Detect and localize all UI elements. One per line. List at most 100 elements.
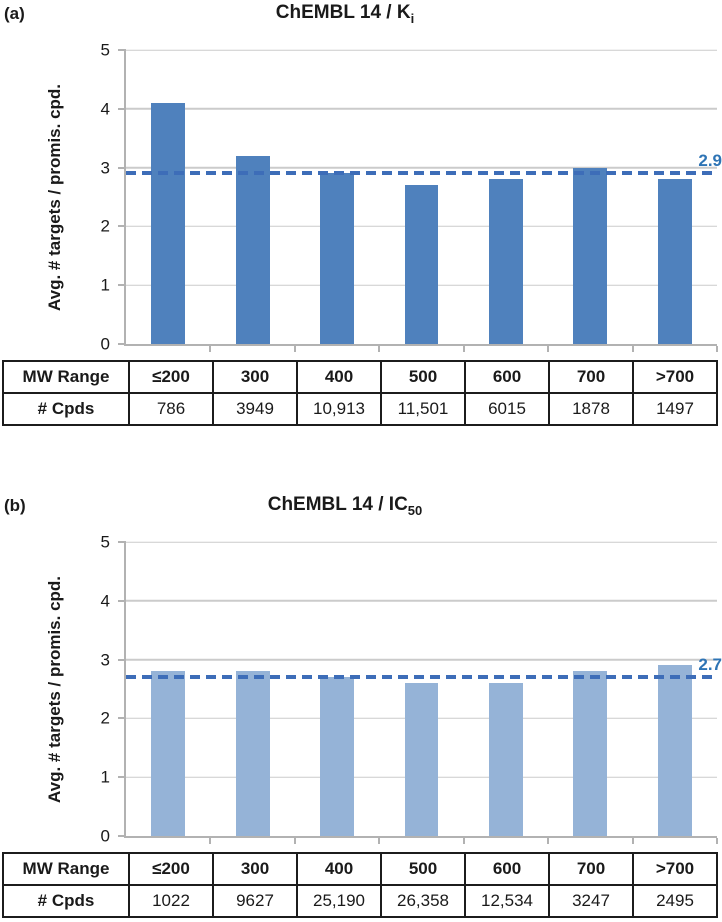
table-cell: 600 bbox=[464, 360, 550, 394]
y-tick-mark bbox=[118, 776, 126, 779]
bar bbox=[573, 167, 608, 344]
table-cell: 2495 bbox=[632, 884, 718, 918]
gridline bbox=[126, 108, 717, 110]
data-table: MW Range ≤200 300 400 500 600 700 >700 # Cpds 102… bbox=[2, 852, 718, 918]
table-cell: 9627 bbox=[212, 884, 298, 918]
plot-area: 2.9 bbox=[118, 49, 722, 352]
table-cell: 11,501 bbox=[380, 392, 466, 426]
chart-title-subscript: 50 bbox=[407, 502, 423, 518]
table-cell: 500 bbox=[380, 360, 466, 394]
y-tick-mark bbox=[118, 49, 126, 51]
table-cell: 1022 bbox=[128, 884, 214, 918]
table-cell: 6015 bbox=[464, 392, 550, 426]
plot-area: 2.7 bbox=[118, 541, 722, 844]
y-axis-tick-label: 3 bbox=[100, 650, 110, 670]
x-tick-mark bbox=[378, 838, 381, 844]
x-tick-mark bbox=[547, 346, 550, 352]
table-cell: 26,358 bbox=[380, 884, 466, 918]
panel-label-a: (a) bbox=[4, 4, 25, 23]
table-cell: 1497 bbox=[632, 392, 718, 426]
x-tick-mark bbox=[716, 838, 718, 844]
chart-title-main: ChEMBL 14 / K bbox=[275, 2, 411, 23]
bar bbox=[320, 677, 354, 836]
table-cell: 400 bbox=[296, 852, 382, 886]
gridline bbox=[126, 600, 717, 602]
table-row: MW Range ≤200 300 400 500 600 700 >700 bbox=[2, 852, 718, 886]
bar bbox=[404, 185, 439, 344]
x-tick-mark bbox=[631, 346, 634, 352]
panel-label-b: (b) bbox=[4, 496, 26, 515]
y-tick-mark bbox=[118, 658, 126, 661]
bar bbox=[657, 665, 692, 836]
table-cell: 3247 bbox=[548, 884, 634, 918]
y-tick-mark bbox=[118, 343, 126, 345]
y-tick-mark bbox=[118, 284, 126, 287]
table-cell: >700 bbox=[632, 852, 718, 886]
table-row: MW Range ≤200 300 400 500 600 700 >700 bbox=[2, 360, 718, 394]
y-tick-mark bbox=[118, 225, 126, 228]
y-axis-tick-label: 1 bbox=[100, 767, 110, 787]
bar bbox=[235, 671, 270, 836]
y-axis-tick-label: 5 bbox=[100, 532, 110, 552]
row-header-cell: MW Range bbox=[2, 360, 130, 394]
bar bbox=[235, 155, 270, 344]
table-cell: ≤200 bbox=[128, 360, 214, 394]
table-cell: 700 bbox=[548, 852, 634, 886]
y-axis-tick-labels: 0 1 2 3 4 5 bbox=[0, 534, 110, 845]
table-cell: 1878 bbox=[548, 392, 634, 426]
x-tick-mark bbox=[631, 838, 634, 844]
table-cell: 500 bbox=[380, 852, 466, 886]
y-tick-mark bbox=[118, 107, 126, 110]
table-row: # Cpds 1022 9627 25,190 26,358 12,534 3247 2495 bbox=[2, 884, 718, 918]
row-header-cell: # Cpds bbox=[2, 392, 130, 426]
x-tick-mark bbox=[462, 838, 465, 844]
y-axis-tick-label: 1 bbox=[100, 275, 110, 295]
y-tick-mark bbox=[118, 166, 126, 169]
chart-title-b: ChEMBL 14 / IC50 bbox=[0, 494, 690, 518]
table-cell: 25,190 bbox=[296, 884, 382, 918]
y-axis-tick-label: 0 bbox=[100, 334, 110, 354]
table-cell: 3949 bbox=[212, 392, 298, 426]
y-axis-tick-label: 4 bbox=[100, 591, 110, 611]
panel-a: (a) ChEMBL 14 / Ki Avg. # targets / prom… bbox=[0, 0, 722, 430]
y-tick-mark bbox=[118, 541, 126, 543]
y-tick-mark bbox=[118, 599, 126, 602]
bar bbox=[573, 671, 608, 836]
x-tick-mark bbox=[209, 346, 212, 352]
chart-title-main: ChEMBL 14 / IC bbox=[267, 494, 408, 515]
y-tick-mark bbox=[118, 717, 126, 720]
data-table: MW Range ≤200 300 400 500 600 700 >700 # Cpds 786… bbox=[2, 360, 718, 426]
bar bbox=[151, 671, 186, 836]
row-header-cell: # Cpds bbox=[2, 884, 130, 918]
y-axis-tick-label: 0 bbox=[100, 826, 110, 846]
reference-line-label: 2.9 bbox=[698, 151, 722, 171]
table-cell: 10,913 bbox=[296, 392, 382, 426]
gridline bbox=[126, 541, 717, 543]
table-cell: >700 bbox=[632, 360, 718, 394]
table-cell: 300 bbox=[212, 360, 298, 394]
chart-title-a: ChEMBL 14 / Ki bbox=[0, 2, 690, 26]
x-tick-mark bbox=[293, 346, 296, 352]
table-cell: 300 bbox=[212, 852, 298, 886]
bar bbox=[489, 179, 523, 344]
x-tick-mark bbox=[462, 346, 465, 352]
bar bbox=[404, 683, 439, 836]
y-axis-tick-label: 5 bbox=[100, 40, 110, 60]
x-tick-mark bbox=[547, 838, 550, 844]
x-tick-mark bbox=[293, 838, 296, 844]
reference-line bbox=[126, 675, 717, 680]
y-axis-tick-label: 3 bbox=[100, 158, 110, 178]
y-axis-tick-label: 2 bbox=[100, 708, 110, 728]
table-cell: 400 bbox=[296, 360, 382, 394]
table-cell: 786 bbox=[128, 392, 214, 426]
x-tick-mark bbox=[716, 346, 718, 352]
y-axis-tick-labels: 0 1 2 3 4 5 bbox=[0, 42, 110, 353]
bar bbox=[151, 102, 186, 344]
reference-line bbox=[126, 171, 717, 176]
bar bbox=[320, 173, 354, 344]
reference-line-label: 2.7 bbox=[698, 655, 722, 675]
table-cell: ≤200 bbox=[128, 852, 214, 886]
table-cell: 700 bbox=[548, 360, 634, 394]
bar bbox=[489, 683, 523, 836]
